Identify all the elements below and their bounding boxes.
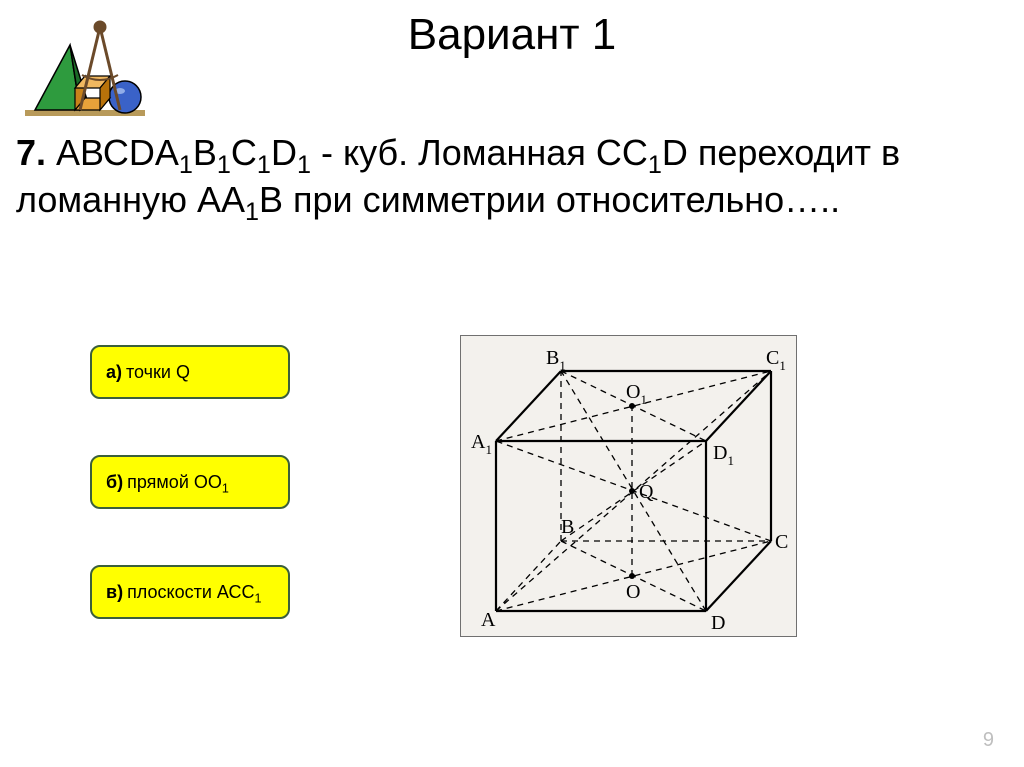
svg-text:C1: C1 bbox=[766, 347, 786, 373]
svg-text:D1: D1 bbox=[713, 442, 734, 468]
page-number: 9 bbox=[983, 729, 994, 752]
option-c-button[interactable]: в) плоскости АСС1 bbox=[90, 565, 290, 619]
question-number: 7. bbox=[16, 132, 46, 173]
option-b-text: прямой ОО1 bbox=[127, 472, 229, 493]
svg-text:C: C bbox=[775, 531, 788, 553]
option-c-text: плоскости АСС1 bbox=[127, 582, 261, 603]
option-a-button[interactable]: а) точки Q bbox=[90, 345, 290, 399]
page-title: Вариант 1 bbox=[0, 10, 1024, 60]
question-text: 7. АВСDА1В1С1D1 - куб. Ломанная СС1D пер… bbox=[16, 130, 1006, 224]
svg-text:O1: O1 bbox=[626, 381, 647, 407]
svg-text:D: D bbox=[711, 612, 725, 634]
option-b-button[interactable]: б) прямой ОО1 bbox=[90, 455, 290, 509]
option-a-text: точки Q bbox=[126, 362, 190, 383]
svg-text:A: A bbox=[481, 609, 496, 631]
option-b-letter: б) bbox=[106, 472, 123, 493]
svg-text:Q: Q bbox=[639, 481, 654, 503]
svg-text:A1: A1 bbox=[471, 431, 492, 457]
option-c-letter: в) bbox=[106, 582, 123, 603]
svg-text:B: B bbox=[561, 516, 574, 538]
cube-diagram: A D C B A1 D1 C1 B1 O O1 Q bbox=[460, 335, 797, 637]
svg-text:O: O bbox=[626, 581, 640, 603]
svg-text:B1: B1 bbox=[546, 347, 566, 373]
option-a-letter: а) bbox=[106, 362, 122, 383]
